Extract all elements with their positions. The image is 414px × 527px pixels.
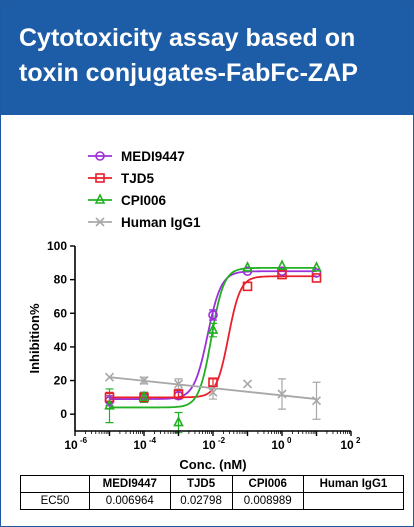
- data-point: [276, 259, 288, 270]
- x-tick-label: 10: [64, 438, 78, 452]
- legend-label: Human IgG1: [121, 215, 201, 230]
- table-header-cell: TJD5: [169, 475, 233, 493]
- x-tick-exponent: -2: [218, 436, 226, 445]
- data-point: [173, 379, 184, 389]
- data-point: [242, 379, 253, 389]
- x-tick-label: 10: [133, 438, 147, 452]
- y-tick-label: 0: [60, 407, 67, 421]
- x-tick-exponent: -6: [80, 436, 88, 445]
- error-bars: [105, 309, 321, 434]
- legend-marker: [95, 173, 105, 183]
- legend-label: CPI006: [121, 193, 167, 208]
- y-ticks: 0 20 40 60 80 100: [47, 239, 75, 421]
- table-header-cell: Human IgG1: [302, 475, 405, 493]
- data-point: [139, 375, 149, 386]
- data-point: [138, 390, 150, 402]
- data-point: [277, 269, 287, 280]
- data-point: [104, 372, 115, 382]
- table-cell: 0.008989: [231, 492, 304, 510]
- x-tick-label: 10: [202, 438, 216, 452]
- data-point: [173, 389, 184, 399]
- x-tick-exponent: 2: [356, 436, 361, 445]
- data-point: [242, 281, 253, 292]
- ec50-table: MEDI9447 TJD5 CPI006 Human IgG1 EC50 0.0…: [20, 475, 405, 510]
- axes: [74, 246, 351, 432]
- x-tick-exponent: 0: [287, 436, 292, 445]
- data-point: [311, 261, 322, 272]
- title-line-1: Cytotoxicity assay based on: [19, 24, 356, 52]
- data-markers: [104, 259, 322, 427]
- y-axis-label: Inhibition%: [27, 303, 42, 373]
- data-point: [311, 268, 322, 278]
- table-cell: 0.006964: [89, 492, 171, 510]
- x-tick-label: 10: [340, 438, 354, 452]
- table-header-cell: CPI006: [231, 475, 304, 493]
- data-point: [207, 323, 219, 334]
- y-tick-label: 40: [54, 340, 68, 354]
- legend-marker: [95, 217, 105, 227]
- y-tick-label: 60: [54, 306, 68, 320]
- y-tick-label: 80: [54, 273, 68, 287]
- x-tick-exponent: -4: [149, 436, 157, 445]
- x-axis-label: Conc. (nM): [179, 457, 246, 472]
- table-cell: 0.02798: [169, 492, 233, 510]
- data-point: [242, 261, 253, 272]
- error-bar: [105, 388, 114, 424]
- data-point: [277, 389, 287, 399]
- legend-marker: [94, 193, 106, 204]
- x-ticks: 10 -6 10 -4 10 -2 10 0 10 2: [64, 431, 361, 452]
- data-point: [173, 415, 184, 427]
- y-tick-label: 20: [54, 374, 68, 388]
- table-row: EC50 0.006964 0.02798 0.008989: [20, 492, 405, 510]
- table-cell: EC50: [20, 492, 90, 510]
- title-banner: Cytotoxicity assay based on toxin conjug…: [1, 1, 413, 115]
- data-point: [208, 387, 218, 397]
- title-line-2: toxin conjugates-FabFc-ZAP: [19, 59, 358, 87]
- table-header-row: MEDI9447 TJD5 CPI006 Human IgG1: [20, 475, 405, 493]
- table-header-cell: [20, 475, 90, 493]
- table-header-cell: MEDI9447: [89, 475, 171, 493]
- data-point: [311, 396, 322, 406]
- legend: MEDI9447 TJD5 CPI006 Human IgG1: [88, 149, 201, 230]
- data-point: [104, 398, 115, 410]
- legend-label: MEDI9447: [121, 149, 185, 164]
- legend-marker: [95, 151, 105, 161]
- data-point: [208, 310, 218, 320]
- data-point: [208, 377, 218, 388]
- legend-label: TJD5: [121, 171, 155, 186]
- data-point: [311, 273, 322, 283]
- x-tick-label: 10: [271, 438, 285, 452]
- table-cell: [302, 492, 405, 510]
- y-tick-label: 100: [47, 239, 67, 253]
